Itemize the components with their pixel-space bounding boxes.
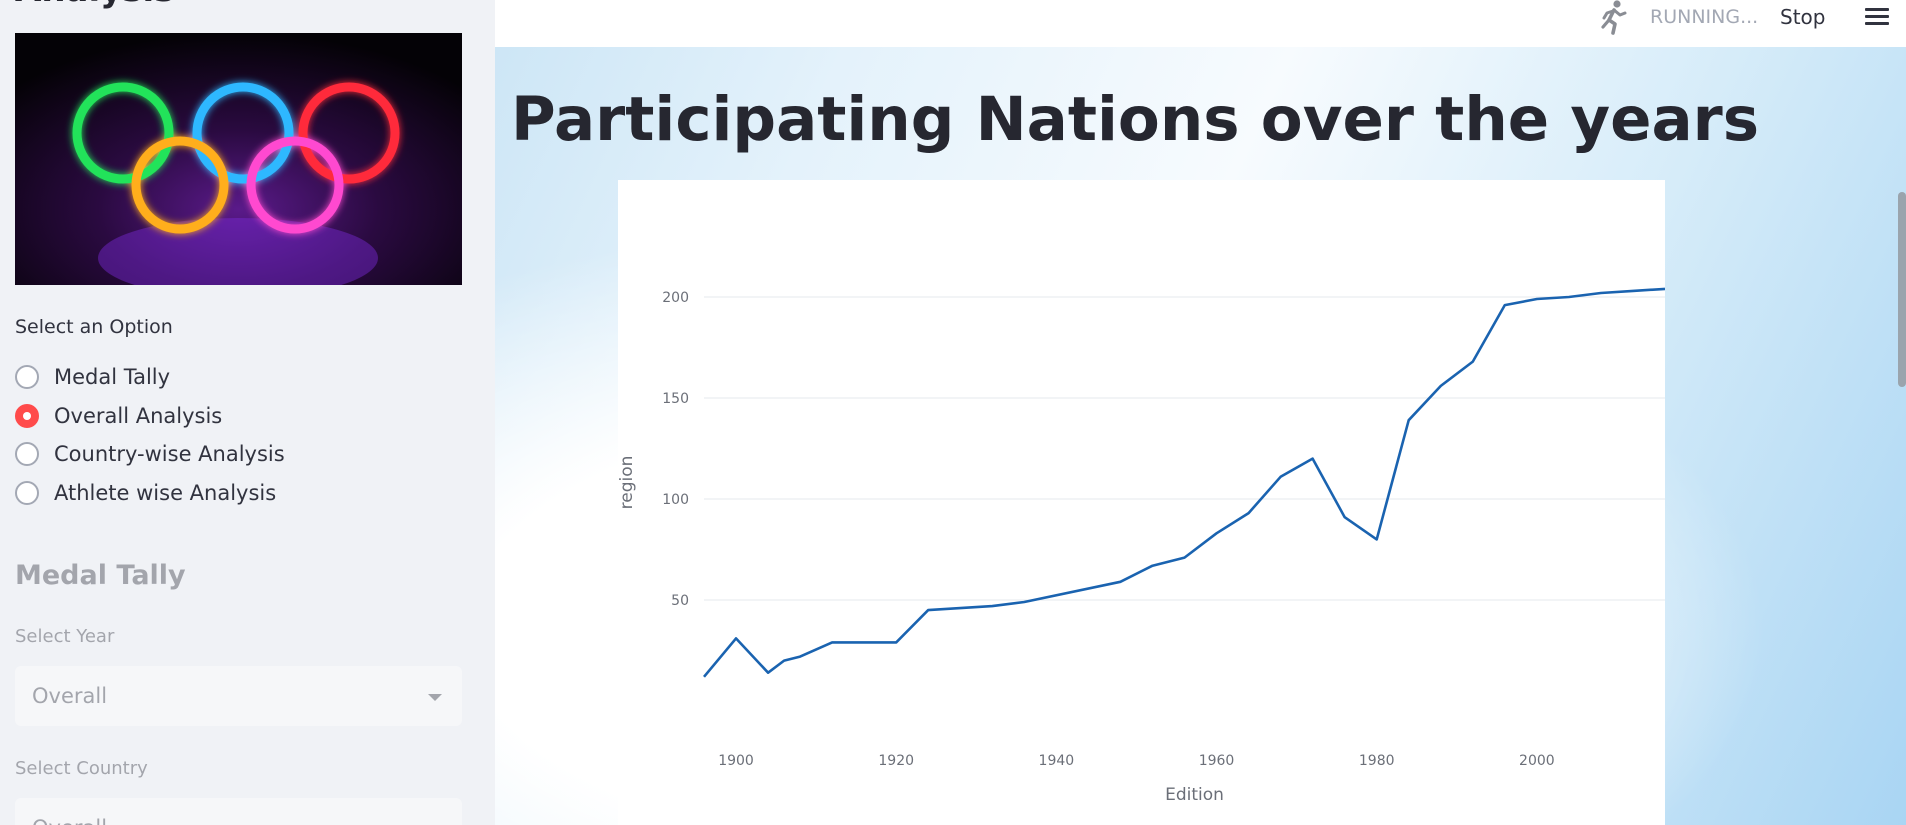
year-select[interactable]: Overall [15,666,462,726]
y-tick-label: 150 [662,391,689,407]
radio-label: Country-wise Analysis [54,442,285,467]
x-tick-label: 1960 [1199,753,1235,769]
radio-button[interactable] [15,365,39,390]
y-axis-title: region [618,456,637,510]
top-toolbar: RUNNING... Stop [495,0,1906,47]
x-tick-label: 1980 [1359,753,1395,769]
select-year-label: Select Year [15,626,115,647]
y-tick-label: 200 [662,290,689,306]
country-select[interactable]: Overall [15,798,462,825]
main-content: Participating Nations over the years 50 1… [495,47,1906,825]
radio-button-selected[interactable] [15,403,39,428]
scrollbar-thumb[interactable] [1898,192,1906,387]
select-option-label: Select an Option [15,316,173,338]
y-tick-label: 50 [671,593,689,609]
radio-country-wise-analysis[interactable]: Country-wise Analysis [15,435,285,474]
radio-label: Medal Tally [54,365,171,390]
sidebar: Analysis [0,0,495,825]
radio-medal-tally[interactable]: Medal Tally [15,358,285,397]
radio-button[interactable] [15,442,39,467]
radio-athlete-wise-analysis[interactable]: Athlete wise Analysis [15,474,285,513]
running-man-icon [1598,0,1628,36]
chevron-down-icon[interactable] [428,694,442,701]
sidebar-heading: Analysis [15,0,174,10]
x-tick-label: 2000 [1519,753,1555,769]
x-tick-label: 1900 [718,753,754,769]
hamburger-menu-icon[interactable] [1865,8,1889,28]
chart-svg: 50 100 150 200 1900 1920 1940 1960 1980 2000 Edit… [618,287,1665,805]
x-tick-label: 1940 [1039,753,1075,769]
select-country-label: Select Country [15,758,148,779]
stop-button[interactable]: Stop [1780,5,1826,29]
participating-nations-chart[interactable]: 50 100 150 200 1900 1920 1940 1960 1980 2000 Edit… [618,180,1665,825]
radio-label: Athlete wise Analysis [54,480,277,505]
x-axis-title: Edition [1165,785,1224,805]
radio-button[interactable] [15,480,39,505]
y-tick-label: 100 [662,492,689,508]
radio-overall-analysis[interactable]: Overall Analysis [15,397,285,436]
year-select-value: Overall [32,684,108,708]
radio-label: Overall Analysis [54,403,223,428]
country-select-value: Overall [32,816,107,825]
page-title: Participating Nations over the years [510,84,1760,155]
x-tick-label: 1920 [878,753,914,769]
olympic-rings-logo [15,33,462,285]
analysis-radio-group: Medal Tally Overall Analysis Country-wis… [15,358,285,512]
series-line[interactable] [703,287,1665,678]
running-status: RUNNING... [1650,6,1759,28]
medal-tally-heading: Medal Tally [15,560,186,591]
